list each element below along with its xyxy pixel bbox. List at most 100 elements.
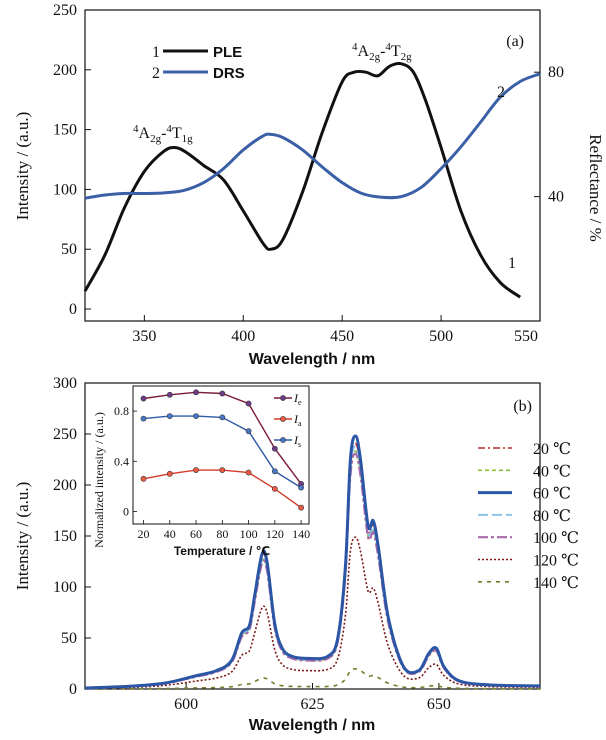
- inset-point-ia: [219, 467, 226, 473]
- panel-b-ylabel: Intensity / (a.u.): [13, 482, 32, 591]
- panel-a-label: (a): [506, 33, 524, 50]
- panel-b-xtick-label: 600: [174, 696, 198, 713]
- panel-b-ytick-label: 300: [53, 375, 77, 392]
- curve-label-1: 1: [508, 255, 516, 272]
- panel-a-chart: (a) 350 400 450 500 550 0 50 100 150 200 250 40 80 W…: [13, 2, 605, 368]
- panel-b-legend: 20 ℃ 40 ℃ 60 ℃ 80 ℃ 100 ℃ 120 ℃ 140 ℃: [478, 441, 579, 592]
- inset-point-is: [219, 414, 226, 421]
- legend-item-2-name: DRS: [213, 65, 245, 82]
- panel-a-ytick-label: 0: [69, 301, 77, 318]
- inset-xlabel: Temperature / ℃: [174, 544, 270, 558]
- panel-b-ytick-label: 200: [53, 477, 77, 494]
- inset-point-ie: [140, 395, 147, 402]
- legend-label-20c: 20 ℃: [533, 441, 571, 458]
- inset-frame: [132, 385, 310, 525]
- panel-a-y2label: Reflectance / %: [586, 134, 605, 242]
- series-line-drs: [84, 72, 541, 200]
- inset-legend: Ie Ia Is: [274, 391, 302, 449]
- inset-point-ie: [245, 400, 252, 407]
- panel-a-xtick-label: 350: [132, 328, 156, 345]
- inset-legend-marker-is: [280, 437, 286, 443]
- inset-point-ia: [193, 467, 199, 473]
- panel-b-ytick-label: 250: [53, 426, 77, 443]
- panel-a-ytick-label: 250: [53, 2, 77, 19]
- inset-point-ia: [166, 470, 173, 477]
- panel-b-series: [84, 434, 541, 690]
- inset-point-ia: [271, 485, 278, 492]
- inset-legend-marker-ie: [280, 395, 286, 401]
- inset-point-is: [271, 468, 278, 475]
- inset-xtick-label: 40: [164, 527, 176, 541]
- inset-point-ie: [271, 445, 278, 452]
- annotation-transition-2: 4A2g-4T2g: [352, 41, 412, 63]
- inset-xtick-label: 140: [292, 527, 310, 541]
- inset-ytick-label: 0.8: [114, 404, 129, 418]
- panel-a-ytick-label: 150: [53, 122, 77, 139]
- inset-point-is: [298, 484, 305, 491]
- panel-a-ytick-label: 50: [61, 241, 77, 258]
- legend-item-2-num: 2: [152, 65, 160, 82]
- inset-point-ia: [298, 504, 305, 511]
- inset-xtick-label: 100: [240, 527, 258, 541]
- panel-a-xlabel: Wavelength / nm: [249, 351, 376, 368]
- series-line-60c: [84, 434, 541, 690]
- panel-b-ytick-label: 0: [69, 681, 77, 698]
- panel-a-xtick-label: 400: [231, 328, 255, 345]
- legend-item-1-num: 1: [152, 44, 160, 61]
- inset-ylabel: Normalized intensity / (a.u.): [92, 412, 106, 548]
- inset-point-ie: [219, 390, 226, 397]
- inset-legend-label-ie: Ie: [293, 391, 302, 407]
- panel-b-xtick-label: 650: [427, 696, 451, 713]
- legend-label-100c: 100 ℃: [533, 530, 579, 547]
- inset-point-ia: [140, 475, 147, 482]
- inset-ytick-label: 0.4: [114, 454, 129, 468]
- panel-a-y2tick-label: 80: [548, 64, 564, 81]
- inset-xtick-label: 80: [216, 527, 228, 541]
- inset-point-ie: [193, 389, 199, 396]
- inset-point-ia: [245, 469, 252, 476]
- panel-b-xtick-label: 625: [301, 696, 325, 713]
- inset-legend-label-ia: Ia: [293, 412, 302, 428]
- inset-chart: 20 40 60 80 100 120 140 0 0.4 0.8 Ie Ia Is Temperat…: [92, 385, 310, 558]
- panel-a-xtick-label: 500: [429, 328, 453, 345]
- inset-point-is: [245, 428, 252, 435]
- annotation-transition-1: 4A2g-4T1g: [133, 123, 193, 145]
- inset-point-is: [166, 413, 173, 420]
- panel-a-y2tick-label: 40: [548, 189, 564, 206]
- inset-xtick-label: 120: [266, 527, 284, 541]
- legend-label-60c: 60 ℃: [533, 486, 571, 503]
- panel-a-xtick-label: 450: [330, 328, 354, 345]
- panel-a-ytick-label: 200: [53, 62, 77, 79]
- legend-label-40c: 40 ℃: [533, 463, 571, 480]
- inset-legend-marker-ia: [280, 416, 286, 422]
- panel-a-frame: [84, 9, 541, 322]
- inset-legend-label-is: Is: [293, 433, 301, 449]
- panel-a-series: [83, 61, 541, 299]
- panel-b-label: (b): [513, 398, 532, 415]
- inset-axes: 20 40 60 80 100 120 140 0 0.4 0.8: [114, 404, 310, 541]
- panel-b-ytick-label: 100: [53, 579, 77, 596]
- inset-point-is: [140, 415, 147, 422]
- panel-b-ytick-label: 150: [53, 528, 77, 545]
- curve-label-2: 2: [497, 84, 505, 101]
- inset-series: [140, 389, 305, 511]
- legend-item-1-name: PLE: [213, 44, 242, 61]
- inset-xtick-label: 60: [190, 527, 202, 541]
- panel-a-xtick-label: 550: [514, 328, 538, 345]
- inset-point-is: [193, 413, 199, 420]
- panel-a-ytick-label: 100: [53, 181, 77, 198]
- legend-label-80c: 80 ℃: [533, 508, 571, 525]
- panel-a-ylabel: Intensity / (a.u.): [13, 112, 32, 221]
- panel-a-legend: 1 PLE 2 DRS: [152, 44, 245, 82]
- panel-a-axes: 350 400 450 500 550 0 50 100 150 200 250 40 80: [53, 2, 564, 345]
- inset-point-ie: [166, 391, 173, 398]
- series-line-ple: [83, 61, 522, 299]
- inset-xtick-label: 20: [138, 527, 150, 541]
- legend-label-120c: 120 ℃: [533, 553, 579, 570]
- inset-ytick-label: 0: [123, 504, 129, 518]
- legend-label-140c: 140 ℃: [533, 575, 579, 592]
- series-line-120c: [84, 536, 541, 690]
